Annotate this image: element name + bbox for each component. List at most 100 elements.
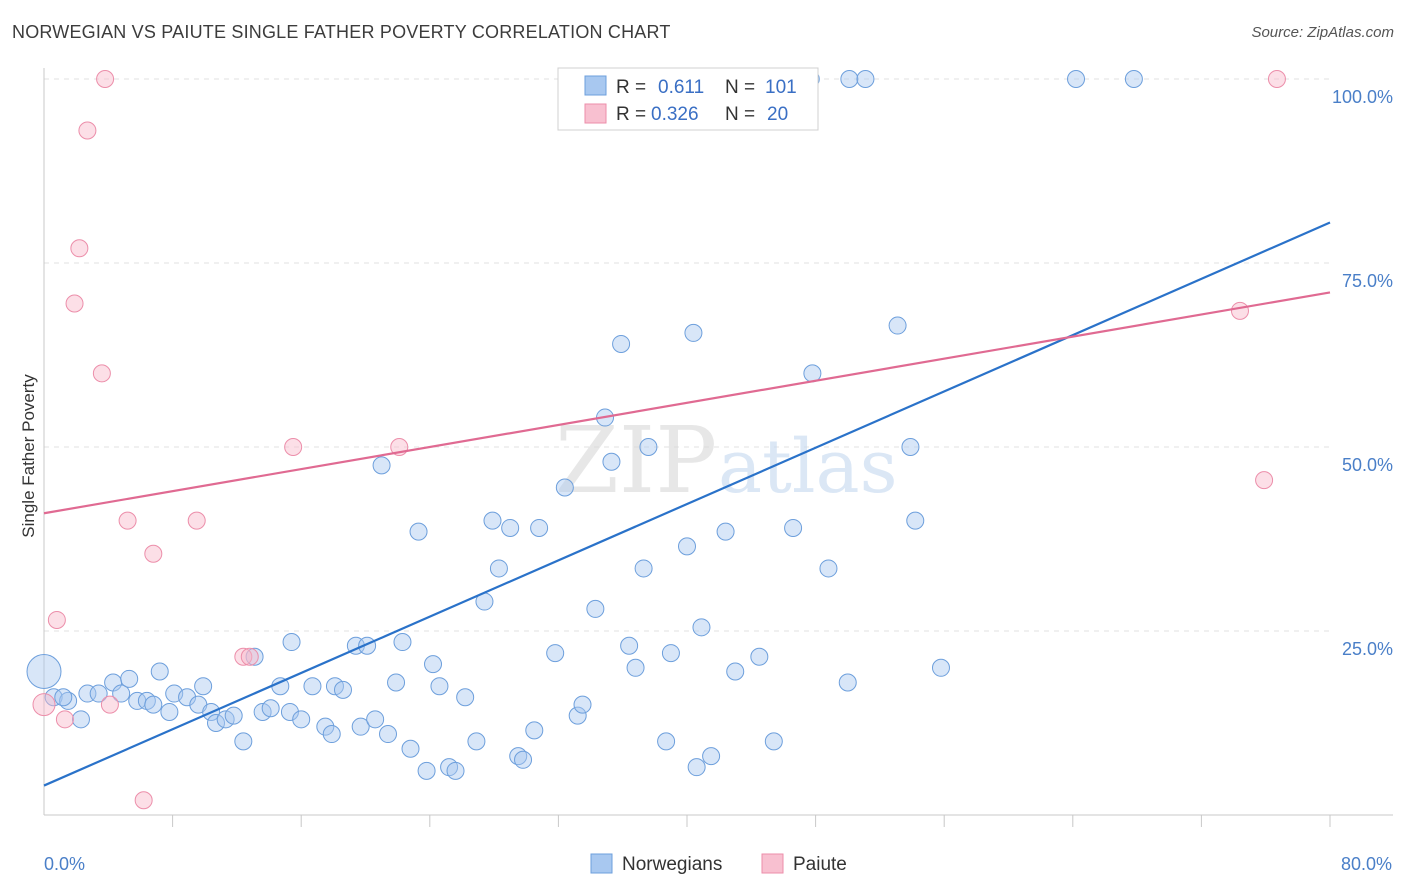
point-norwegians <box>393 633 412 652</box>
point-norwegians <box>639 438 658 456</box>
point-paiute <box>32 693 56 717</box>
point-paiute <box>134 791 153 810</box>
grid-lines <box>44 78 1330 632</box>
legend-r-label-norwegians: R = <box>616 77 646 98</box>
x-tick-label-max: 80.0% <box>1341 854 1392 874</box>
point-paiute <box>70 239 89 258</box>
watermark-atlas: atlas <box>718 424 898 510</box>
point-paiute <box>47 610 66 629</box>
legend-n-value-paiute: 20 <box>767 104 788 125</box>
point-norwegians <box>207 714 226 732</box>
y-tick-label: 100.0% <box>1332 87 1393 107</box>
point-norwegians <box>224 706 243 725</box>
legend-bottom-swatch-norwegians <box>590 853 613 874</box>
point-norwegians <box>54 688 73 707</box>
point-norwegians <box>178 688 197 707</box>
point-paiute <box>118 511 137 530</box>
point-norwegians <box>546 644 565 663</box>
legend-bottom-swatch-paiute <box>761 853 784 874</box>
point-norwegians <box>261 699 280 718</box>
point-norwegians <box>467 732 486 751</box>
point-norwegians <box>612 334 631 353</box>
point-norwegians <box>750 647 769 666</box>
point-norwegians <box>906 511 925 530</box>
point-norwegians <box>1067 70 1086 88</box>
point-norwegians <box>530 518 549 537</box>
legend-series: Norwegians Paiute <box>590 853 847 875</box>
point-norwegians <box>322 725 341 744</box>
axes <box>43 68 1393 827</box>
y-tick-label: 25.0% <box>1342 639 1393 659</box>
point-norwegians <box>602 452 621 471</box>
y-tick-label: 50.0% <box>1342 455 1393 475</box>
point-norwegians <box>456 688 475 707</box>
point-norwegians <box>112 684 131 703</box>
point-paiute <box>100 695 119 714</box>
point-norwegians <box>120 669 139 688</box>
point-norwegians <box>160 702 179 721</box>
chart-title: NORWEGIAN VS PAIUTE SINGLE FATHER POVERT… <box>12 22 671 42</box>
y-tick-label: 75.0% <box>1342 271 1393 291</box>
point-norwegians <box>838 673 857 692</box>
point-norwegians <box>525 721 544 740</box>
point-paiute <box>96 70 115 88</box>
legend-swatch-paiute <box>584 103 607 124</box>
point-norwegians <box>424 655 443 674</box>
point-paiute <box>234 647 253 666</box>
point-norwegians <box>194 677 213 696</box>
point-norwegians <box>901 438 920 456</box>
legend-bottom-paiute: Paiute <box>793 854 847 875</box>
watermark-zip: ZIP <box>555 407 717 514</box>
point-norwegians <box>372 456 391 475</box>
point-norwegians <box>44 688 63 707</box>
point-norwegians <box>687 758 706 777</box>
point-norwegians <box>59 691 78 710</box>
trend-line-paiute <box>43 291 1331 515</box>
point-norwegians <box>234 732 253 751</box>
point-norwegians <box>586 599 605 618</box>
watermark: ZIP atlas <box>555 407 898 514</box>
point-norwegians <box>702 747 721 766</box>
point-norwegians <box>409 522 428 541</box>
point-paiute <box>144 544 163 563</box>
point-norwegians <box>692 618 711 637</box>
point-paiute <box>187 511 206 530</box>
point-norwegians <box>430 677 449 696</box>
trend-lines <box>43 221 1331 787</box>
point-norwegians <box>292 710 311 729</box>
point-norwegians <box>387 673 406 692</box>
point-norwegians <box>819 559 838 578</box>
point-norwegians <box>573 695 592 714</box>
y-axis-label: Single Father Poverty <box>19 374 38 538</box>
point-norwegians <box>657 732 676 751</box>
point-norwegians <box>716 522 735 541</box>
legend-stats: R = 0.611 N = 101 R = 0.326 N = 20 <box>557 67 819 131</box>
point-norwegians <box>483 511 502 530</box>
point-paiute <box>55 710 74 729</box>
point-norwegians <box>366 710 385 729</box>
point-norwegians <box>764 732 783 751</box>
point-norwegians <box>26 653 62 689</box>
point-norwegians <box>840 70 859 88</box>
y-tick-labels: 25.0% 50.0% 75.0% 100.0% <box>1332 87 1393 659</box>
point-paiute <box>92 364 111 383</box>
point-paiute <box>78 121 97 140</box>
point-norwegians <box>282 633 301 652</box>
legend-r-label-paiute: R = <box>616 104 646 125</box>
point-paiute <box>65 294 84 313</box>
point-paiute <box>1267 70 1286 88</box>
legend-n-value-norwegians: 101 <box>765 77 797 98</box>
point-norwegians <box>888 316 907 335</box>
point-norwegians <box>280 702 299 721</box>
legend-r-value-norwegians: 0.611 <box>658 77 704 98</box>
point-norwegians <box>401 739 420 758</box>
point-norwegians <box>501 518 520 537</box>
point-norwegians <box>555 478 574 497</box>
trend-line-norwegians <box>43 221 1331 787</box>
point-norwegians <box>620 636 639 655</box>
point-norwegians <box>1124 70 1143 88</box>
legend-swatch-norwegians <box>584 75 607 96</box>
point-paiute <box>1230 301 1249 320</box>
point-norwegians <box>634 559 653 578</box>
